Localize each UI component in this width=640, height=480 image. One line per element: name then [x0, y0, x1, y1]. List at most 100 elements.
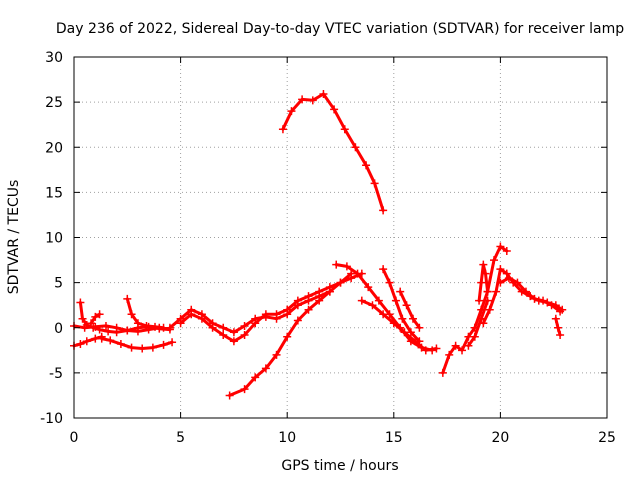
ticks: 0 5 10 15 20 25 -10 -5 0 5 10 15 20 25 30	[40, 50, 616, 446]
data-point	[87, 319, 96, 328]
series-line	[398, 290, 421, 330]
series-arc-13	[379, 265, 424, 346]
data-point	[219, 330, 228, 339]
data-point	[304, 305, 313, 314]
y-axis-label: SDTVAR / TECUs	[6, 180, 22, 295]
series-line	[334, 263, 434, 352]
x-tick-label: 25	[598, 430, 616, 446]
data-point	[251, 373, 260, 382]
data-point	[225, 391, 234, 400]
data-point	[445, 350, 454, 359]
data-point	[490, 256, 499, 265]
series-line	[481, 267, 564, 325]
y-tick-label: 20	[45, 140, 63, 156]
data-point	[402, 301, 411, 310]
y-tick-label: -5	[49, 366, 63, 382]
data-point	[521, 287, 530, 296]
data-point	[483, 287, 492, 296]
y-tick-label: 25	[45, 95, 63, 111]
data-point	[240, 321, 249, 330]
data-point	[470, 332, 479, 341]
data-point	[91, 322, 100, 331]
data-point	[336, 278, 345, 287]
data-point	[315, 287, 324, 296]
data-point	[251, 319, 260, 328]
data-point	[389, 319, 398, 328]
series-arc-9	[225, 287, 334, 400]
data-point	[364, 283, 373, 292]
data-point	[298, 95, 307, 104]
data-point	[481, 269, 490, 278]
data-point	[261, 364, 270, 373]
data-point	[477, 278, 486, 287]
chart-title: Day 236 of 2022, Sidereal Day-to-day VTE…	[56, 21, 624, 37]
series-arc-7	[165, 269, 356, 337]
data-point	[406, 328, 415, 337]
data-point	[123, 326, 132, 335]
x-tick-label: 5	[176, 430, 185, 446]
series-line	[168, 272, 353, 334]
data-point	[240, 330, 249, 339]
series-arc-8	[176, 269, 366, 346]
data-point	[551, 314, 560, 323]
series-line	[125, 297, 165, 330]
grid	[74, 57, 607, 418]
data-point	[151, 322, 160, 331]
data-point	[483, 296, 492, 305]
data-point	[308, 96, 317, 105]
data-point	[272, 310, 281, 319]
data-point	[408, 314, 417, 323]
data-point	[479, 260, 488, 269]
data-point	[432, 344, 441, 353]
data-point	[342, 262, 351, 271]
data-point	[421, 346, 430, 355]
data-point	[332, 260, 341, 269]
series-arc-20	[551, 314, 565, 339]
data-point	[330, 105, 339, 114]
data-point	[176, 319, 185, 328]
data-point	[148, 343, 157, 352]
series-line	[179, 272, 364, 343]
data-point	[504, 274, 513, 283]
data-point	[272, 350, 281, 359]
series-arc-6	[87, 310, 104, 328]
data-point	[502, 269, 511, 278]
data-point	[123, 294, 132, 303]
data-point	[496, 278, 505, 287]
data-point	[319, 90, 328, 99]
series-arc-5	[123, 294, 168, 332]
data-point	[168, 338, 177, 347]
data-point	[91, 312, 100, 321]
data-point	[315, 296, 324, 305]
series-line	[381, 267, 421, 343]
data-point	[415, 337, 424, 346]
data-point	[464, 341, 473, 350]
data-point	[219, 323, 228, 332]
data-point	[496, 265, 505, 274]
data-point	[240, 385, 249, 394]
data-point	[553, 323, 562, 332]
data-point	[293, 316, 302, 325]
data-point	[127, 343, 136, 352]
data-point	[78, 314, 87, 323]
data-point	[133, 327, 142, 336]
data-point	[82, 337, 91, 346]
data-point	[556, 330, 565, 339]
x-tick-label: 10	[278, 430, 296, 446]
y-tick-label: 0	[54, 321, 63, 337]
data-point	[547, 301, 556, 310]
x-axis-label: GPS time / hours	[281, 458, 398, 474]
data-point	[76, 339, 85, 348]
data-point	[396, 287, 405, 296]
data-point	[438, 368, 447, 377]
data-point	[347, 274, 356, 283]
x-tick-label: 0	[70, 430, 79, 446]
data-point	[485, 305, 494, 314]
x-tick-label: 20	[491, 430, 509, 446]
data-point	[165, 323, 174, 332]
data-point	[112, 323, 121, 332]
data-point	[159, 340, 168, 349]
data-point	[76, 298, 85, 307]
data-point	[458, 346, 467, 355]
